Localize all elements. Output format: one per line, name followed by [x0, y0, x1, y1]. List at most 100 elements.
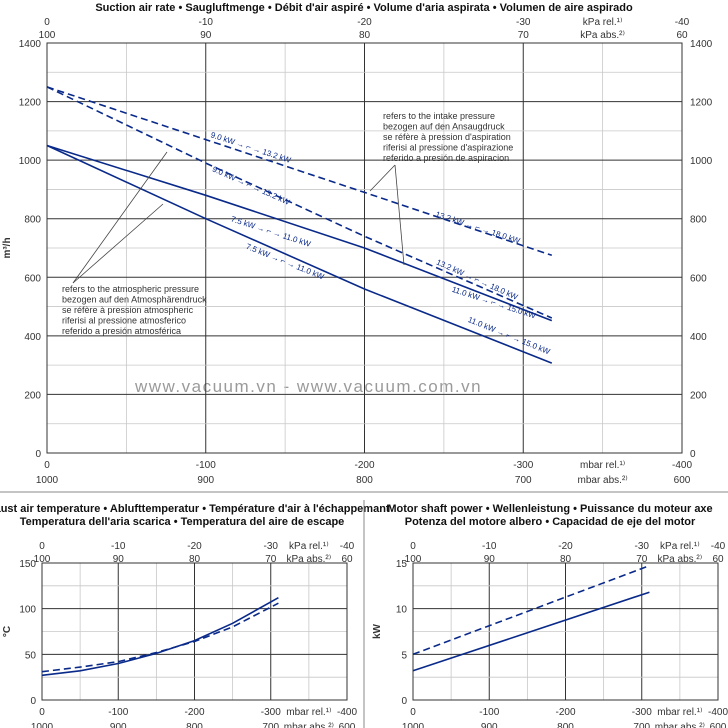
y-tick-label: 50 — [25, 650, 37, 661]
top-tick-label-rel: 0 — [44, 17, 50, 28]
x-tick-label-abs: 1000 — [402, 722, 425, 728]
x-axis-label-rel: mbar rel.¹⁾ — [580, 460, 625, 471]
x-tick-label-abs: 700 — [633, 722, 650, 728]
top-tick-label-abs: 70 — [636, 554, 648, 565]
y-axis-label: kW — [372, 623, 383, 639]
top-tick-label-abs: 60 — [676, 30, 688, 41]
series-line-1 — [41, 597, 279, 677]
x-tick-label-rel: -200 — [184, 707, 204, 718]
annotation-leader-line — [72, 203, 164, 284]
annotation-atmospheric-line: refers to the atmospheric pressure — [62, 284, 199, 294]
y-tick-label: 1400 — [19, 39, 42, 50]
series-line-4 — [46, 144, 553, 364]
top-axis-label-rel: kPa rel.¹⁾ — [583, 17, 623, 28]
y-tick-label: 150 — [19, 559, 36, 570]
x-axis-label-rel: mbar rel.¹⁾ — [657, 707, 702, 718]
x-tick-label-abs: 800 — [186, 722, 203, 728]
x-tick-label-rel: 0 — [39, 707, 45, 718]
x-tick-label-rel: -400 — [708, 707, 728, 718]
y-tick-label-right: 1000 — [690, 156, 713, 167]
plot-frame — [46, 42, 683, 454]
annotation-atmospheric-line: bezogen auf den Atmosphärendruck — [62, 295, 207, 305]
y-axis-label: °C — [2, 626, 13, 637]
x-tick-label-rel: 0 — [44, 460, 50, 471]
top-tick-label-rel: -40 — [675, 17, 690, 28]
series-power-label: 13.2 kW → ⌐ → 18.0 kW — [434, 210, 521, 246]
x-tick-label-abs: 1000 — [36, 475, 59, 486]
top-tick-label-abs: 80 — [189, 554, 201, 565]
x-tick-label-rel: -300 — [513, 460, 533, 471]
series-power-label: 7.5 kW → ⌐ → 11.0 kW — [230, 214, 312, 248]
top-tick-label-rel: -20 — [558, 541, 573, 552]
plot-frame — [41, 562, 348, 701]
y-tick-label-right: 1200 — [690, 98, 713, 109]
plot-frame — [412, 562, 719, 701]
top-tick-label-rel: 0 — [410, 541, 416, 552]
y-tick-label-right: 800 — [690, 215, 707, 226]
x-tick-label-rel: -100 — [108, 707, 128, 718]
annotation-intake-line: refers to the intake pressure — [383, 111, 495, 121]
y-tick-label: 0 — [30, 696, 36, 707]
x-tick-label-rel: -300 — [261, 707, 281, 718]
y-tick-label: 15 — [396, 559, 408, 570]
top-tick-label-abs: 60 — [712, 554, 724, 565]
x-tick-label-rel: -400 — [337, 707, 357, 718]
top-axis-label-abs: kPa abs.²⁾ — [287, 554, 332, 565]
top-tick-label-abs: 90 — [484, 554, 496, 565]
top-tick-label-rel: -20 — [187, 541, 202, 552]
y-tick-label-right: 1400 — [690, 39, 713, 50]
x-tick-label-abs: 900 — [110, 722, 127, 728]
top-tick-label-rel: -10 — [482, 541, 497, 552]
top-tick-label-rel: 0 — [39, 541, 45, 552]
series-line-2 — [41, 602, 279, 673]
y-tick-label: 100 — [19, 605, 36, 616]
annotation-atmospheric-line: se réfère à pression atmospheric — [62, 305, 194, 315]
top-tick-label-abs: 100 — [34, 554, 51, 565]
top-tick-label-rel: -30 — [264, 541, 279, 552]
annotation-leader-line — [394, 164, 405, 266]
top-axis-label-rel: kPa rel.¹⁾ — [289, 541, 329, 552]
main-chart-title: Suction air rate • Saugluftmenge • Débit… — [95, 2, 633, 14]
y-tick-label: 10 — [396, 605, 408, 616]
top-tick-label-abs: 90 — [113, 554, 125, 565]
power-chart-title-1: Motor shaft power • Wellenleistung • Pui… — [387, 503, 712, 515]
series-line-3 — [46, 144, 553, 322]
top-tick-label-abs: 60 — [341, 554, 353, 565]
top-tick-label-abs: 100 — [39, 30, 56, 41]
x-axis-label-abs: mbar abs.²⁾ — [578, 475, 628, 486]
y-tick-label: 200 — [24, 390, 41, 401]
x-tick-label-abs: 800 — [557, 722, 574, 728]
y-tick-label: 5 — [401, 650, 407, 661]
x-tick-label-abs: 700 — [262, 722, 279, 728]
annotation-atmospheric-line: riferisi al pressione atmosferico — [62, 316, 186, 326]
top-tick-label-rel: -20 — [357, 17, 372, 28]
annotation-intake-line: se réfère à pression d'aspiration — [383, 132, 511, 142]
x-tick-label-abs: 600 — [710, 722, 727, 728]
x-tick-label-abs: 900 — [481, 722, 498, 728]
x-tick-label-abs: 600 — [339, 722, 356, 728]
y-tick-label-right: 600 — [690, 273, 707, 284]
power-chart-title-2: Potenza del motore albero • Capacidad de… — [405, 516, 696, 528]
top-tick-label-abs: 90 — [200, 30, 212, 41]
temp-chart-title-2: Temperatura dell'aria scarica • Temperat… — [20, 516, 345, 528]
watermark: www.vacuum.vn - www.vacuum.com.vn — [134, 377, 482, 396]
top-axis-label-abs: kPa abs.²⁾ — [658, 554, 703, 565]
top-axis-label-abs: kPa abs.²⁾ — [580, 30, 625, 41]
annotation-intake-line: riferisi al pressione d'aspirazione — [383, 143, 513, 153]
annotation-leader-line — [72, 151, 168, 284]
x-axis-label-abs: mbar abs.²⁾ — [655, 722, 705, 728]
x-tick-label-abs: 600 — [674, 475, 691, 486]
top-tick-label-abs: 70 — [518, 30, 530, 41]
annotation-leader-line — [369, 164, 396, 192]
top-tick-label-rel: -10 — [111, 541, 126, 552]
y-tick-label: 1200 — [19, 98, 42, 109]
y-axis-label: m³/h — [2, 237, 13, 258]
top-tick-label-rel: -30 — [516, 17, 531, 28]
x-axis-label-abs: mbar abs.²⁾ — [284, 722, 334, 728]
x-tick-label-rel: -100 — [479, 707, 499, 718]
series-line-2 — [412, 564, 650, 656]
x-tick-label-abs: 1000 — [31, 722, 54, 728]
x-axis-label-rel: mbar rel.¹⁾ — [286, 707, 331, 718]
series-line-1 — [412, 591, 650, 672]
